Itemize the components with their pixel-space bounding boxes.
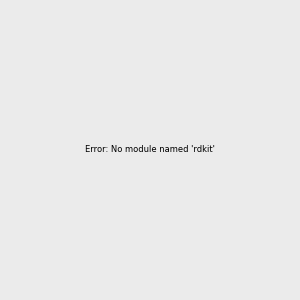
Text: Error: No module named 'rdkit': Error: No module named 'rdkit' [85,146,215,154]
